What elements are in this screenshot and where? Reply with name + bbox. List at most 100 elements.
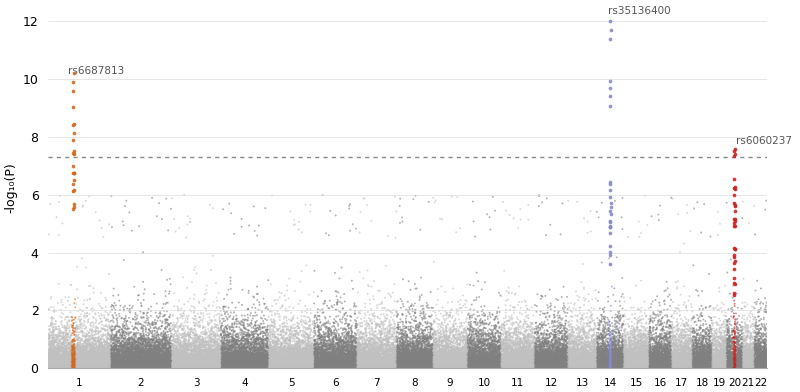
Point	[348, 333, 361, 339]
Point	[228, 354, 241, 360]
Point	[47, 348, 60, 355]
Point	[489, 345, 502, 351]
Point	[648, 364, 661, 370]
Point	[245, 363, 258, 369]
Point	[462, 358, 475, 364]
Point	[688, 356, 701, 362]
Point	[629, 352, 642, 358]
Point	[715, 365, 728, 371]
Point	[78, 365, 90, 371]
Point	[98, 357, 110, 363]
Point	[106, 312, 119, 318]
Point	[117, 364, 130, 370]
Point	[179, 357, 192, 363]
Point	[152, 346, 165, 352]
Point	[247, 356, 260, 362]
Point	[107, 355, 120, 361]
Point	[273, 361, 286, 367]
Point	[630, 354, 643, 360]
Point	[98, 359, 111, 365]
Point	[62, 358, 74, 365]
Point	[708, 347, 721, 353]
Point	[692, 365, 705, 371]
Point	[410, 350, 422, 356]
Point	[190, 343, 203, 350]
Point	[303, 345, 316, 352]
Point	[60, 348, 73, 355]
Point	[284, 357, 297, 363]
Point	[522, 348, 535, 355]
Point	[338, 359, 350, 365]
Point	[630, 355, 643, 361]
Point	[592, 343, 605, 350]
Point	[648, 343, 661, 350]
Point	[111, 348, 124, 354]
Point	[674, 348, 686, 354]
Point	[696, 359, 709, 365]
Point	[746, 363, 759, 370]
Point	[216, 356, 229, 362]
Point	[730, 360, 743, 366]
Point	[709, 305, 722, 311]
Point	[232, 349, 245, 355]
Point	[554, 350, 566, 356]
Point	[218, 361, 231, 367]
Point	[674, 364, 686, 370]
Point	[174, 355, 186, 361]
Point	[717, 341, 730, 347]
Point	[174, 345, 186, 352]
Point	[195, 354, 208, 361]
Point	[406, 354, 418, 361]
Point	[149, 344, 162, 350]
Point	[713, 340, 726, 346]
Point	[189, 344, 202, 350]
Point	[464, 357, 477, 363]
Point	[256, 350, 269, 356]
Point	[349, 359, 362, 365]
Point	[281, 358, 294, 364]
Point	[494, 361, 506, 368]
Point	[193, 359, 206, 366]
Point	[502, 362, 514, 368]
Point	[172, 361, 185, 367]
Point	[581, 342, 594, 348]
Point	[686, 358, 699, 364]
Point	[449, 358, 462, 364]
Point	[641, 347, 654, 353]
Point	[102, 358, 115, 364]
Point	[428, 356, 441, 363]
Point	[128, 346, 141, 352]
Point	[276, 340, 289, 347]
Point	[178, 338, 191, 344]
Point	[130, 349, 143, 355]
Point	[252, 326, 265, 332]
Point	[609, 363, 622, 370]
Point	[602, 364, 615, 370]
Point	[157, 337, 170, 343]
Point	[739, 348, 752, 354]
Point	[47, 365, 60, 371]
Point	[86, 348, 98, 355]
Point	[159, 301, 172, 307]
Point	[571, 348, 584, 355]
Point	[281, 348, 294, 354]
Point	[379, 350, 392, 356]
Point	[504, 350, 517, 357]
Point	[91, 348, 104, 354]
Point	[104, 355, 117, 361]
Point	[218, 359, 231, 366]
Point	[630, 282, 642, 289]
Point	[97, 364, 110, 370]
Point	[360, 357, 373, 363]
Point	[76, 361, 89, 367]
Point	[74, 363, 87, 370]
Point	[373, 337, 386, 343]
Point	[397, 347, 410, 354]
Point	[256, 365, 269, 371]
Point	[722, 361, 734, 367]
Point	[644, 364, 657, 370]
Point	[506, 361, 519, 368]
Point	[514, 351, 527, 357]
Point	[50, 365, 63, 371]
Point	[406, 308, 419, 314]
